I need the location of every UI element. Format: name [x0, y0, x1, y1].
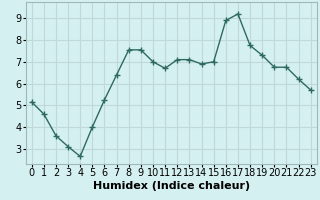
X-axis label: Humidex (Indice chaleur): Humidex (Indice chaleur): [92, 181, 250, 191]
